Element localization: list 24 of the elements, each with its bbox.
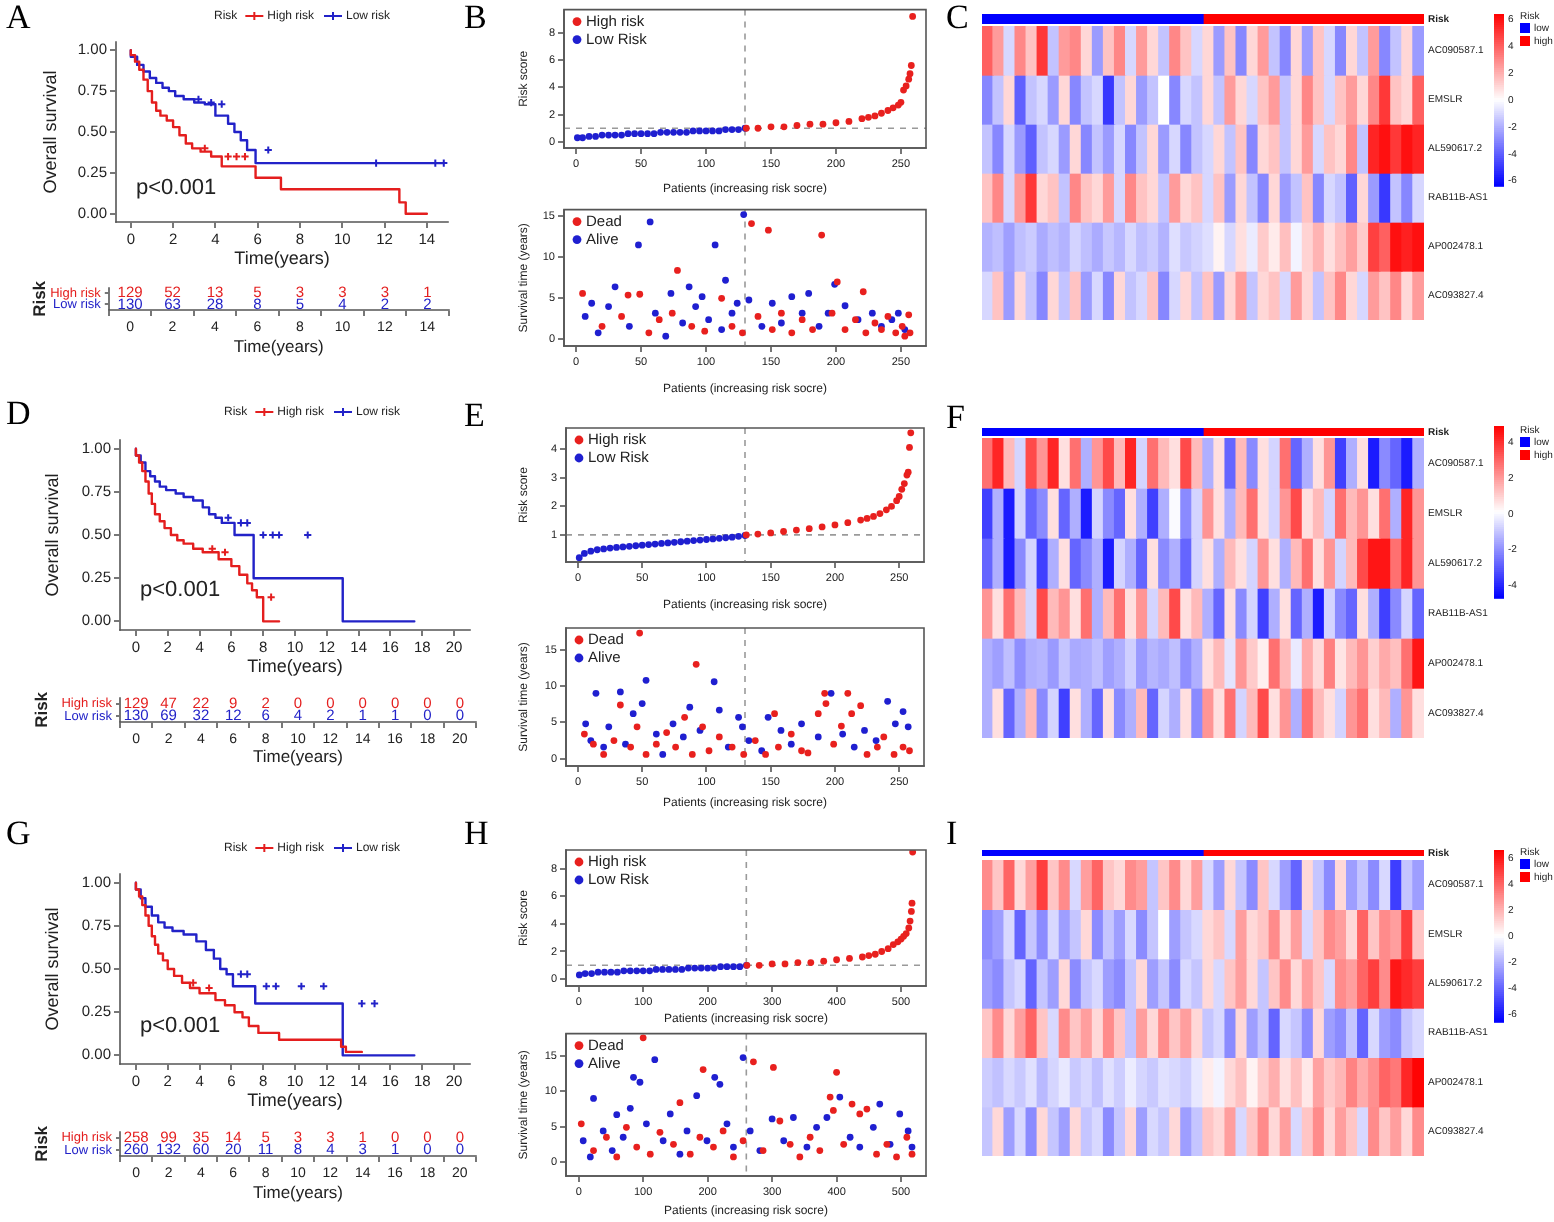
y-axis-title: Overall survival <box>41 473 62 597</box>
annotation: p<0.001 <box>140 578 221 602</box>
x-axis-title: Time(years) <box>252 1182 344 1203</box>
x-axis-title: Time(years) <box>247 656 343 677</box>
x-axis-title: Time(years) <box>234 248 330 269</box>
chart-title: I <box>946 814 958 852</box>
y-axis-title: Risk <box>30 1125 51 1162</box>
x-axis-title: Time(years) <box>247 1090 343 1111</box>
chart-title: B <box>464 0 487 36</box>
chart-title: F <box>946 398 965 436</box>
chart-title: E <box>464 396 485 434</box>
chart-title: D <box>6 394 31 432</box>
chart-title: G <box>6 814 31 852</box>
x-axis-title: Time(years) <box>233 336 325 357</box>
y-axis-title: Overall survival <box>39 70 60 194</box>
y-axis-title: Risk <box>30 691 51 728</box>
x-axis-title: Time(years) <box>252 746 344 767</box>
chart-title: H <box>464 814 489 852</box>
annotation: p<0.001 <box>140 1014 221 1038</box>
annotation: p<0.001 <box>136 176 217 200</box>
chart-title: C <box>946 0 969 36</box>
chart-title: A <box>6 0 32 36</box>
y-axis-title: Risk <box>28 280 49 317</box>
y-axis-title: Overall survival <box>41 907 62 1031</box>
